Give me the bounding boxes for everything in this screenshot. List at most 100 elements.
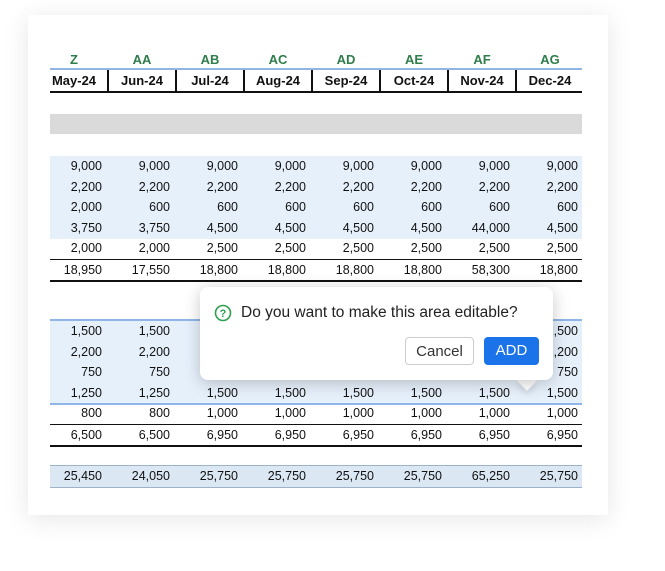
cell: 6,950 bbox=[274, 428, 306, 442]
cell: 2,500 bbox=[342, 241, 374, 256]
column-separator bbox=[243, 70, 245, 92]
cell: 2,200 bbox=[546, 344, 578, 359]
column-letter: AA bbox=[132, 52, 152, 67]
cell: 18,800 bbox=[403, 262, 442, 277]
row-border bbox=[50, 259, 582, 260]
cell: 1,000 bbox=[274, 406, 306, 421]
cell: 600 bbox=[557, 200, 578, 215]
cell: 1,250 bbox=[70, 385, 102, 400]
selection-border bbox=[50, 403, 582, 405]
cell: 1,000 bbox=[410, 406, 442, 421]
cell: 25,450 bbox=[63, 469, 102, 483]
cell: 6,950 bbox=[410, 428, 442, 442]
column-letter: AG bbox=[540, 52, 560, 67]
column-separator bbox=[175, 70, 177, 92]
cell: 24,050 bbox=[131, 469, 170, 483]
cell: 600 bbox=[421, 200, 442, 215]
cell: 18,950 bbox=[63, 262, 102, 277]
cell: 6,950 bbox=[546, 428, 578, 442]
cancel-button[interactable]: Cancel bbox=[405, 337, 474, 365]
cell: 4,500 bbox=[342, 220, 374, 235]
cell: 2,200 bbox=[206, 179, 238, 194]
cell: 1,500 bbox=[342, 385, 374, 400]
cell: 9,000 bbox=[546, 159, 578, 173]
help-icon: ? bbox=[214, 304, 232, 322]
cell: 2,200 bbox=[546, 179, 578, 194]
cell: 1,500 bbox=[546, 385, 578, 400]
cell: 18,800 bbox=[199, 262, 238, 277]
cell: 17,550 bbox=[131, 262, 170, 277]
cell: 600 bbox=[149, 200, 170, 215]
column-header: Jul-24 bbox=[191, 73, 229, 88]
column-letter: AB bbox=[200, 52, 220, 67]
dialog-message: Do you want to make this area editable? bbox=[241, 304, 518, 321]
cell: 1,000 bbox=[206, 406, 238, 421]
cell: 800 bbox=[81, 406, 102, 421]
column-header: Oct-24 bbox=[393, 73, 435, 88]
cell: 4,500 bbox=[410, 220, 442, 235]
column-letter: AF bbox=[473, 52, 491, 67]
cell: 1,500 bbox=[410, 385, 442, 400]
grand-total-band bbox=[50, 465, 582, 488]
cell: 9,000 bbox=[410, 159, 442, 173]
cell: 9,000 bbox=[70, 159, 102, 173]
cell: 44,000 bbox=[471, 220, 510, 235]
cell: 2,000 bbox=[138, 241, 170, 256]
cell: 2,000 bbox=[70, 241, 102, 256]
svg-text:?: ? bbox=[220, 308, 227, 320]
cell: 9,000 bbox=[342, 159, 374, 173]
cell: 2,200 bbox=[138, 344, 170, 359]
cell: 600 bbox=[285, 200, 306, 215]
cell: 9,000 bbox=[274, 159, 306, 173]
cell: 1,000 bbox=[546, 406, 578, 421]
column-separator bbox=[447, 70, 449, 92]
cell: 65,250 bbox=[471, 469, 510, 483]
gray-band bbox=[50, 114, 582, 134]
row-border bbox=[50, 424, 582, 425]
cell: 18,800 bbox=[267, 262, 306, 277]
cell: 2,200 bbox=[138, 179, 170, 194]
add-button[interactable]: ADD bbox=[484, 337, 539, 365]
cell: 6,950 bbox=[206, 428, 238, 442]
cell: 25,750 bbox=[335, 469, 374, 483]
cell: 6,500 bbox=[138, 428, 170, 442]
cell: 600 bbox=[489, 200, 510, 215]
column-header: May-24 bbox=[51, 73, 97, 88]
column-letter: AD bbox=[336, 52, 356, 67]
cell: 2,500 bbox=[478, 241, 510, 256]
cell: 1,500 bbox=[546, 324, 578, 338]
cell: 2,200 bbox=[70, 344, 102, 359]
column-separator bbox=[311, 70, 313, 92]
cell: 2,200 bbox=[342, 179, 374, 194]
cell: 1,500 bbox=[478, 385, 510, 400]
cell: 2,500 bbox=[410, 241, 442, 256]
row-border bbox=[50, 445, 582, 447]
cell: 6,950 bbox=[478, 428, 510, 442]
cell: 2,200 bbox=[70, 179, 102, 194]
cell: 25,750 bbox=[539, 469, 578, 483]
column-letter: Z bbox=[70, 52, 78, 67]
header-border bbox=[50, 91, 582, 93]
column-letter: AC bbox=[268, 52, 288, 67]
row-border bbox=[50, 280, 582, 282]
cell: 6,500 bbox=[70, 428, 102, 442]
cell: 1,250 bbox=[138, 385, 170, 400]
card bbox=[28, 15, 608, 515]
cell: 1,500 bbox=[138, 324, 170, 338]
cell: 58,300 bbox=[471, 262, 510, 277]
cell: 1,500 bbox=[70, 324, 102, 338]
cell: 25,750 bbox=[267, 469, 306, 483]
cell: 2,200 bbox=[410, 179, 442, 194]
cell: 6,950 bbox=[342, 428, 374, 442]
header-divider bbox=[50, 68, 582, 70]
cell: 25,750 bbox=[403, 469, 442, 483]
column-header: Dec-24 bbox=[528, 73, 572, 88]
spreadsheet: Z AA AB AC AD AE AF AG May-24 Jun-24 Jul-24 Aug-24 S… bbox=[50, 0, 582, 571]
column-header: Jun-24 bbox=[121, 73, 163, 88]
cell: 9,000 bbox=[138, 159, 170, 173]
cell: 2,200 bbox=[274, 179, 306, 194]
cell: 9,000 bbox=[206, 159, 238, 173]
cell: 1,500 bbox=[206, 385, 238, 400]
cell: 1,500 bbox=[274, 385, 306, 400]
cell: 18,800 bbox=[539, 262, 578, 277]
